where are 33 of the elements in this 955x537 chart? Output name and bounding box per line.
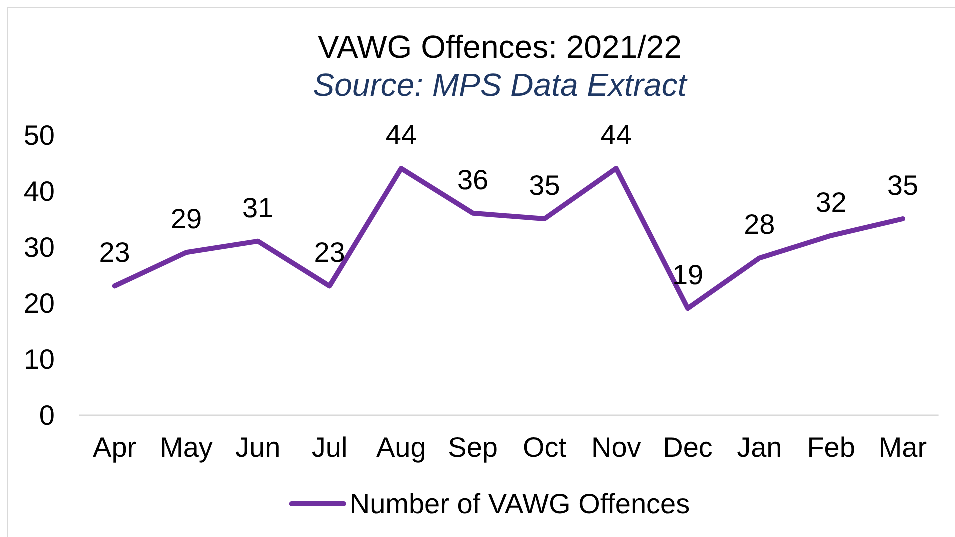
y-tick-label: 40 bbox=[24, 176, 55, 208]
data-label: 19 bbox=[672, 260, 704, 291]
x-tick-label: Oct bbox=[522, 432, 567, 463]
data-label: 31 bbox=[242, 192, 274, 224]
data-label: 28 bbox=[744, 209, 776, 240]
x-tick-label: Jun bbox=[236, 432, 281, 463]
x-tick-label: Sep bbox=[448, 432, 498, 463]
data-label: 23 bbox=[99, 237, 130, 268]
data-label: 35 bbox=[529, 170, 560, 201]
x-tick-label: Dec bbox=[663, 432, 713, 463]
x-tick-label: Aug bbox=[376, 432, 426, 463]
x-tick-label: Feb bbox=[807, 432, 856, 463]
y-tick-label: 50 bbox=[24, 120, 55, 152]
x-tick-label: Nov bbox=[591, 432, 642, 463]
chart-subtitle: Source: MPS Data Extract bbox=[313, 67, 688, 103]
x-tick-label: Mar bbox=[878, 432, 928, 463]
data-label: 29 bbox=[170, 204, 202, 235]
chart-title: VAWG Offences: 2021/22 bbox=[318, 29, 682, 65]
legend-label: Number of VAWG Offences bbox=[350, 488, 690, 520]
y-tick-label: 20 bbox=[24, 288, 55, 320]
data-label: 23 bbox=[314, 237, 346, 268]
data-label: 44 bbox=[600, 120, 632, 151]
x-tick-label: Jul bbox=[312, 432, 348, 463]
x-tick-label: Jan bbox=[737, 432, 782, 463]
data-label: 44 bbox=[386, 120, 418, 151]
x-tick-label: Apr bbox=[93, 432, 137, 463]
y-tick-label: 0 bbox=[39, 400, 55, 432]
data-label: 32 bbox=[816, 186, 847, 218]
data-label: 36 bbox=[457, 164, 489, 196]
y-tick-label: 30 bbox=[24, 232, 55, 264]
x-tick-label: May bbox=[160, 432, 213, 463]
y-tick-label: 10 bbox=[24, 344, 55, 376]
data-label: 35 bbox=[887, 170, 919, 201]
